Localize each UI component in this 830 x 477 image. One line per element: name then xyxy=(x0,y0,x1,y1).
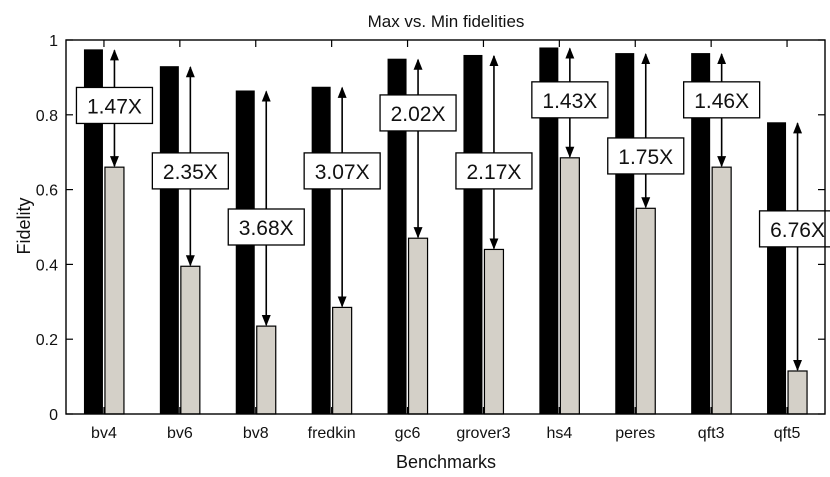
x-tick-label: gc6 xyxy=(395,425,421,442)
ratio-label-box xyxy=(455,152,533,190)
ratio-label-box xyxy=(227,208,305,246)
bar-max xyxy=(767,122,787,414)
bar-min xyxy=(559,157,580,415)
x-tick-label: qft3 xyxy=(698,425,725,442)
ratio-label: 2.17X xyxy=(467,161,522,184)
chart-title: Max vs. Min fidelities xyxy=(368,12,525,31)
bar-min xyxy=(483,248,505,415)
x-tick-label: fredkin xyxy=(308,425,356,442)
plot-frame xyxy=(65,39,826,415)
bar-min xyxy=(635,207,656,415)
ratio-label: 2.02X xyxy=(391,103,446,126)
y-tick-label: 0.8 xyxy=(36,108,58,125)
bar-min xyxy=(787,370,808,415)
y-tick-label: 0.6 xyxy=(36,183,58,200)
x-tick-label: bv6 xyxy=(167,425,193,442)
bar-max xyxy=(235,90,255,415)
bar-min xyxy=(104,166,125,415)
ratio-label-box xyxy=(303,152,381,190)
bar-min xyxy=(332,306,353,415)
bar-min xyxy=(256,325,277,415)
ratio-label-box xyxy=(75,86,154,125)
ratio-label: 1.46X xyxy=(694,90,749,113)
x-tick-label: bv4 xyxy=(91,425,117,442)
bar-max xyxy=(615,53,635,415)
ratio-label-box xyxy=(607,137,685,175)
x-tick-label: grover3 xyxy=(456,425,510,442)
x-axis-label: Benchmarks xyxy=(396,452,496,472)
y-axis-label: Fidelity xyxy=(14,197,34,254)
ratio-label: 1.75X xyxy=(618,146,673,169)
y-tick-label: 0 xyxy=(49,407,58,424)
bar-max xyxy=(387,58,407,414)
y-tick-label: 0.2 xyxy=(36,332,58,349)
ratio-label-box xyxy=(531,81,609,119)
y-tick-label: 1 xyxy=(49,33,58,50)
bar-min xyxy=(407,237,429,415)
ratio-label: 3.68X xyxy=(239,217,294,240)
bar-max xyxy=(311,86,331,414)
ratio-label: 1.47X xyxy=(87,95,142,118)
bar-max xyxy=(463,54,483,415)
ratio-label: 3.07X xyxy=(315,161,370,184)
bar-max xyxy=(83,49,103,414)
ratio-label-box xyxy=(758,210,830,248)
x-tick-label: qft5 xyxy=(774,425,801,442)
ratio-label-box xyxy=(683,81,761,119)
y-tick-label: 0.4 xyxy=(36,257,58,274)
ratio-label: 2.35X xyxy=(163,161,218,184)
bar-min xyxy=(711,166,732,415)
ratio-label: 6.76X xyxy=(770,219,825,242)
plot-area: 0 0.2 0.4 0.6 0.8 1 bv4 1.47X bv6 2.35X bv8 3.68X fr… xyxy=(36,33,830,442)
bar-max xyxy=(159,66,179,415)
ratio-label: 1.43X xyxy=(542,90,597,113)
x-tick-label: bv8 xyxy=(243,425,269,442)
ratio-label-box xyxy=(379,94,457,132)
x-tick-label: hs4 xyxy=(546,425,572,442)
bar-min xyxy=(180,265,201,415)
bar-max xyxy=(539,47,559,414)
ratio-label-box xyxy=(151,152,230,190)
bar-max xyxy=(691,53,711,415)
x-tick-label: peres xyxy=(615,425,655,442)
